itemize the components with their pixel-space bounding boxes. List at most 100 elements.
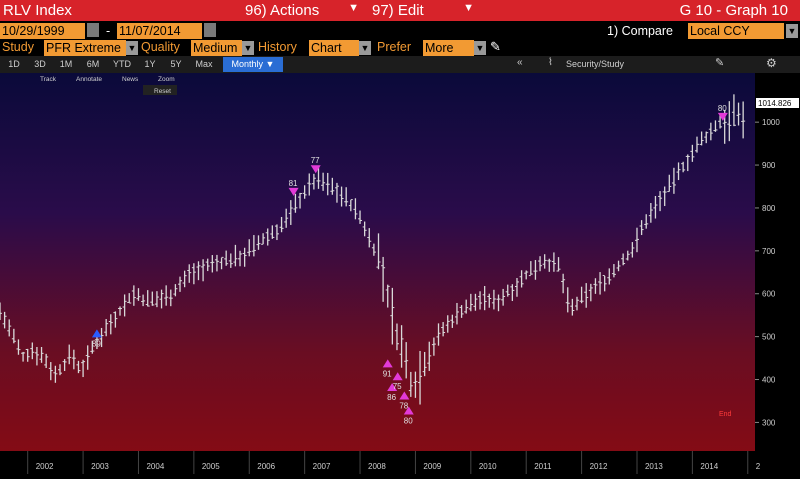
x-tick-label: 2008 [368,462,386,471]
edit-menu[interactable]: 97) Edit ▼ [372,2,480,21]
pfr-marker [310,165,321,174]
pfr-marker-label: 77 [311,156,320,165]
period-6m[interactable]: 6M [86,59,100,69]
x-tick-label: 2013 [645,462,663,471]
period-monthly[interactable]: Monthly ▼ [223,57,283,72]
chart-tools: Track Annotate News Zoom Reset [40,76,177,95]
x-tick-label: 2004 [146,462,164,471]
pfr-marker [399,391,410,400]
x-tick-label: 2006 [257,462,275,471]
pfr-marker [91,329,102,338]
pfr-marker-label: 89 [92,339,101,348]
period-1d[interactable]: 1D [8,59,20,69]
x-tick-label: 2012 [590,462,608,471]
period-1m[interactable]: 1M [59,59,73,69]
x-tick-label: 2007 [313,462,331,471]
chart-line-icon: ⌇ [548,57,553,68]
security-study-button[interactable]: Security/Study [566,59,625,69]
calendar-icon[interactable] [87,23,99,37]
pfr-marker [717,112,728,121]
prefer-select[interactable]: More [423,40,474,56]
price-chart: Track Annotate News Zoom Reset 89 81 77 91 8… [0,73,800,474]
x-axis-panel [0,451,800,474]
actions-label: 96) Actions [245,2,320,19]
security-symbol: RLV Index [3,2,72,19]
pfr-marker-label: 80 [718,104,727,113]
period-1y[interactable]: 1Y [144,59,156,69]
tool-track[interactable]: Track [40,76,57,83]
title-bar: RLV Index 96) Actions ▼ 97) Edit ▼ G 10 … [0,0,800,21]
actions-menu[interactable]: 96) Actions ▼ [245,2,365,21]
chevron-down-icon: ▼ [463,2,474,14]
quality-label: Quality [141,40,180,54]
history-select[interactable]: Chart [309,40,359,56]
pencil-icon[interactable]: ✎ [490,39,501,54]
tool-zoom[interactable]: Zoom [158,76,175,83]
x-axis: 2002 2003 2004 2005 2006 2007 2008 2009 2010 2011… [27,451,761,474]
y-tick-label: 600 [762,290,776,299]
period-ytd[interactable]: YTD [113,59,131,69]
start-date-field[interactable]: 10/29/1999 [0,23,85,39]
chart-canvas: Track Annotate News Zoom Reset 898177918… [0,73,800,474]
x-tick-label: 2002 [36,462,54,471]
pfr-marker [403,406,414,415]
y-tick-label: 400 [762,376,776,385]
edit-chart-icon[interactable]: ✎ [715,57,725,69]
history-label: History [258,40,297,54]
chevron-down-icon[interactable]: ▼ [786,24,798,38]
date-separator: - [106,24,111,38]
pfr-marker-label: 78 [399,402,408,411]
x-tick-label: 2009 [423,462,441,471]
ohlc-series [0,94,746,405]
gear-icon[interactable]: ⚙ [766,56,777,70]
last-price-box [756,98,799,108]
pfr-markers: 89 81 77 91 86 75 78 80 80 [91,104,728,426]
x-tick-label: 2010 [479,462,497,471]
study-label: Study [2,40,34,54]
period-5y[interactable]: 5Y [170,59,182,69]
period-max[interactable]: Max [195,59,213,69]
compare-label: 1) Compare [607,24,673,38]
pfr-marker [392,372,403,381]
currency-select[interactable]: Local CCY [688,23,784,39]
pfr-marker [387,382,398,391]
study-row: Study PFR Extreme ▼ Quality Medium ▼ His… [0,39,800,56]
chart-background [0,73,800,474]
period-toolbar: 1D 3D 1M 6M YTD 1Y 5Y Max Monthly ▼ « ⌇ … [0,56,800,73]
chevron-down-icon[interactable]: ▼ [242,41,254,55]
graph-title: G 10 - Graph 10 [679,2,788,19]
study-select[interactable]: PFR Extreme [44,40,126,56]
reset-button-bg[interactable] [143,85,177,95]
end-date-field[interactable]: 11/07/2014 [117,23,202,39]
y-tick-label: 900 [762,161,776,170]
y-tick-label: 500 [762,333,776,342]
x-tick-label: 2014 [700,462,718,471]
reset-button[interactable]: Reset [154,88,171,95]
date-range-row: 10/29/1999 - 11/07/2014 1) Compare Local… [0,21,800,40]
last-price-label: 1014.826 [758,99,792,108]
tool-annotate[interactable]: Annotate [76,76,102,83]
x-tick-label: 2 [756,462,761,471]
chevron-down-icon[interactable]: ▼ [126,41,138,55]
period-3d[interactable]: 3D [34,59,46,69]
x-tick-label: 2003 [91,462,109,471]
prefer-label: Prefer [377,40,412,54]
pfr-marker-label: 86 [387,393,396,402]
y-tick-label: 1000 [762,118,780,127]
tool-news[interactable]: News [122,76,139,83]
chevron-down-icon[interactable]: ▼ [474,41,486,55]
x-tick-label: 2005 [202,462,220,471]
chevron-down-icon[interactable]: ▼ [359,41,371,55]
y-tick-label: 700 [762,247,776,256]
pfr-marker-label: 75 [393,382,402,391]
pfr-marker-label: 80 [404,417,413,426]
quality-select[interactable]: Medium [191,40,242,56]
edit-label: 97) Edit [372,2,424,19]
x-tick-label: 2011 [534,462,552,471]
calendar-icon[interactable] [204,23,216,37]
chevron-down-icon: ▼ [348,2,359,14]
pfr-marker [382,359,393,368]
collapse-icon[interactable]: « [517,57,523,68]
pfr-marker-label: 91 [383,369,392,378]
